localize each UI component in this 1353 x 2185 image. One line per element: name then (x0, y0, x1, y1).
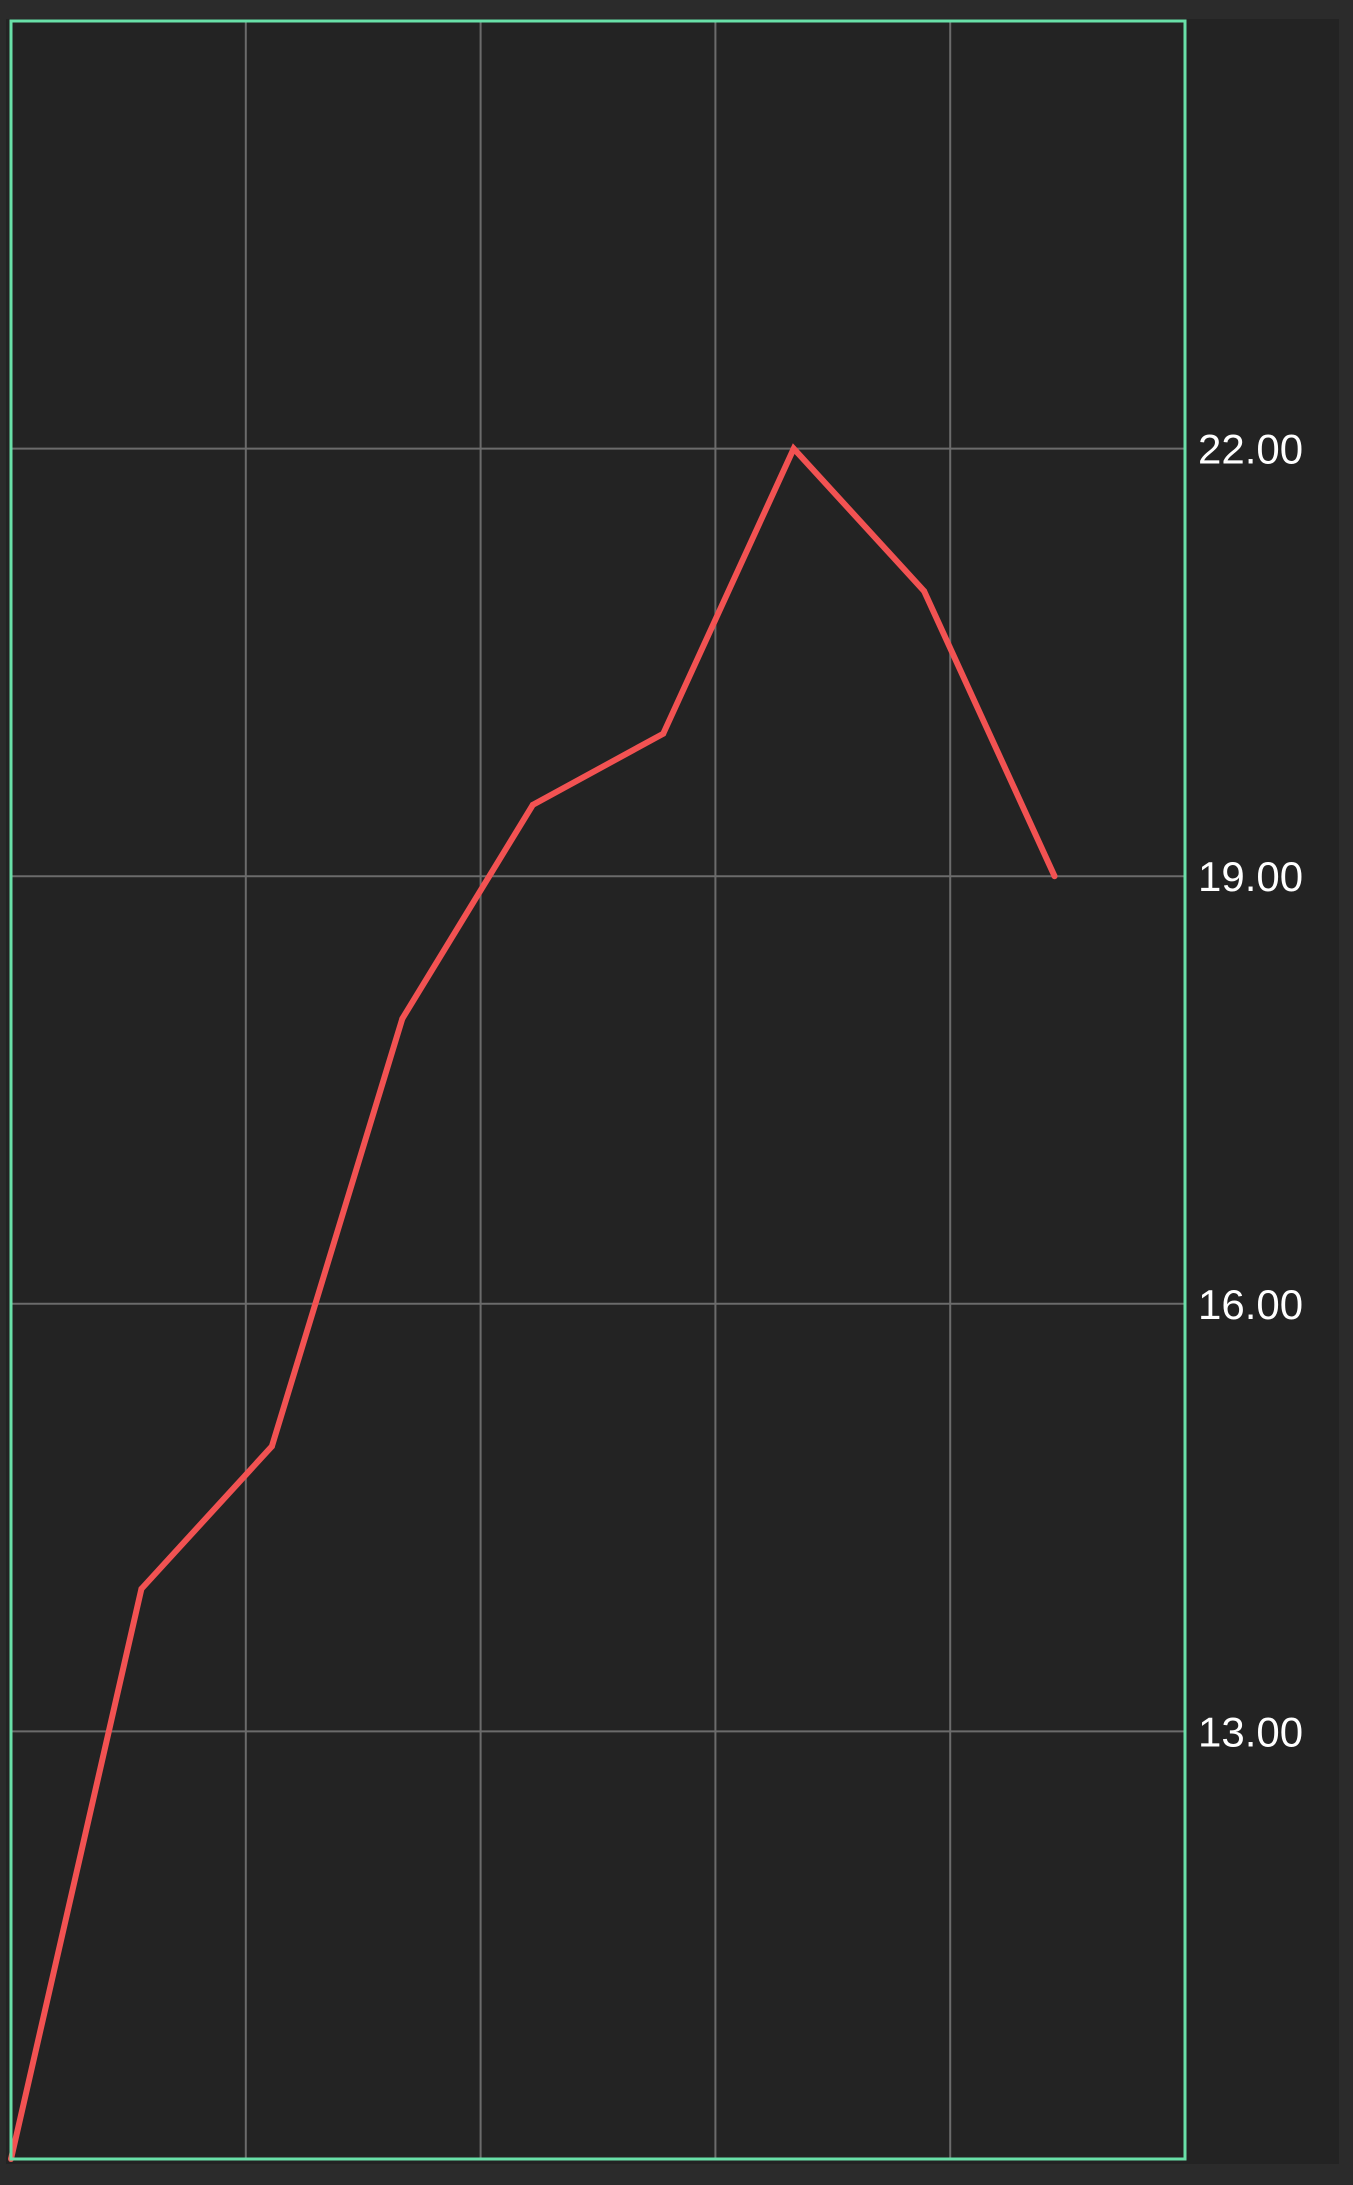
data-point (790, 445, 797, 452)
y-tick-label: 19.00 (1198, 853, 1303, 900)
data-point (399, 1015, 406, 1022)
plot-border (9, 19, 1187, 2161)
data-point (268, 1443, 275, 1450)
y-tick-label: 13.00 (1198, 1708, 1303, 1755)
data-point (138, 1585, 145, 1592)
data-point (529, 801, 536, 808)
y-tick-label: 16.00 (1198, 1281, 1303, 1328)
data-point (660, 730, 667, 737)
y-tick-label: 22.00 (1198, 426, 1303, 473)
data-point (921, 588, 928, 595)
data-point (1051, 873, 1058, 880)
chart-panel (6, 19, 1339, 2164)
grid-layer (11, 21, 1185, 2159)
y-axis-labels: 13.00 16.00 19.00 22.00 (1198, 426, 1303, 1756)
